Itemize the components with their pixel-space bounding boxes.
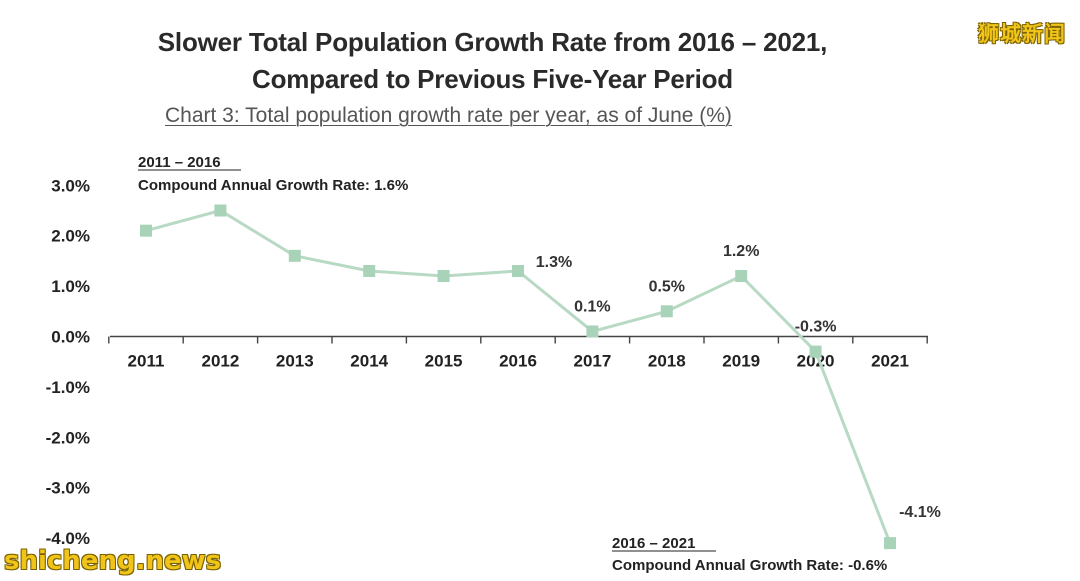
y-tick-label: -3.0% <box>46 479 90 498</box>
data-label: 0.1% <box>574 298 610 315</box>
chart-title-line-2: Compared to Previous Five-Year Period <box>252 64 733 94</box>
data-point <box>884 537 896 550</box>
chart-title-line-1: Slower Total Population Growth Rate from… <box>157 27 828 57</box>
chart-subtitle: Chart 3: Total population growth rate pe… <box>165 104 732 127</box>
data-point <box>660 305 673 318</box>
y-axis: 3.0% 2.0% 1.0% 0.0% -1.0% -2.0% -3.0% -4.0% <box>46 176 90 548</box>
data-point <box>735 270 748 283</box>
data-point <box>437 270 450 283</box>
y-tick-label: -4.0% <box>46 529 90 548</box>
data-label: -0.3% <box>795 319 837 336</box>
x-tick-label: 2014 <box>350 352 388 371</box>
data-point <box>214 204 227 217</box>
y-tick-label: 2.0% <box>51 227 90 246</box>
y-tick-label: 3.0% <box>51 176 90 195</box>
data-point <box>586 325 599 338</box>
data-point <box>512 264 524 277</box>
x-tick-label: 2013 <box>276 352 314 371</box>
data-label: 1.2% <box>723 243 759 260</box>
data-point <box>363 264 376 277</box>
annotation-2-heading: 2016 – 2021 <box>612 535 695 552</box>
x-tick-label: 2017 <box>573 352 611 371</box>
data-label: 1.3% <box>536 254 572 271</box>
x-tick-label: 2020 <box>797 352 835 371</box>
data-point <box>809 345 822 358</box>
data-labels-group: 1.3% 0.1% 0.5% 1.2% -0.3% -4.1% <box>536 243 941 521</box>
x-axis: 2011 2012 2013 2014 2015 2016 2017 2018 2019 2020… <box>108 335 928 371</box>
x-tick-label: 2011 <box>128 352 165 371</box>
data-label: -4.1% <box>899 504 941 521</box>
x-tick-label: 2021 <box>871 352 909 371</box>
y-tick-label: -1.0% <box>46 378 90 397</box>
annotation-2-text: Compound Annual Growth Rate: -0.6% <box>612 557 887 574</box>
watermark-top-right: 狮城新闻 <box>978 22 1066 46</box>
y-tick-label: 0.0% <box>51 328 90 347</box>
annotation-1-text: Compound Annual Growth Rate: 1.6% <box>138 177 408 194</box>
data-point <box>288 249 301 262</box>
y-tick-label: 1.0% <box>51 277 90 296</box>
x-tick-label: 2012 <box>201 352 239 371</box>
x-tick-label: 2018 <box>648 352 686 371</box>
x-tick-label: 2015 <box>425 352 463 371</box>
data-point <box>140 224 152 237</box>
y-tick-label: -2.0% <box>46 428 90 447</box>
annotation-1-heading: 2011 – 2016 <box>138 154 221 171</box>
watermark-site: shicheng.news <box>4 546 222 576</box>
series-line <box>145 208 892 544</box>
annotations-group: 2011 – 2016 Compound Annual Growth Rate:… <box>138 154 887 574</box>
x-tick-label: 2019 <box>722 352 760 371</box>
data-label: 0.5% <box>649 278 685 295</box>
series-group <box>140 204 896 550</box>
x-tick-label: 2016 <box>499 352 537 371</box>
